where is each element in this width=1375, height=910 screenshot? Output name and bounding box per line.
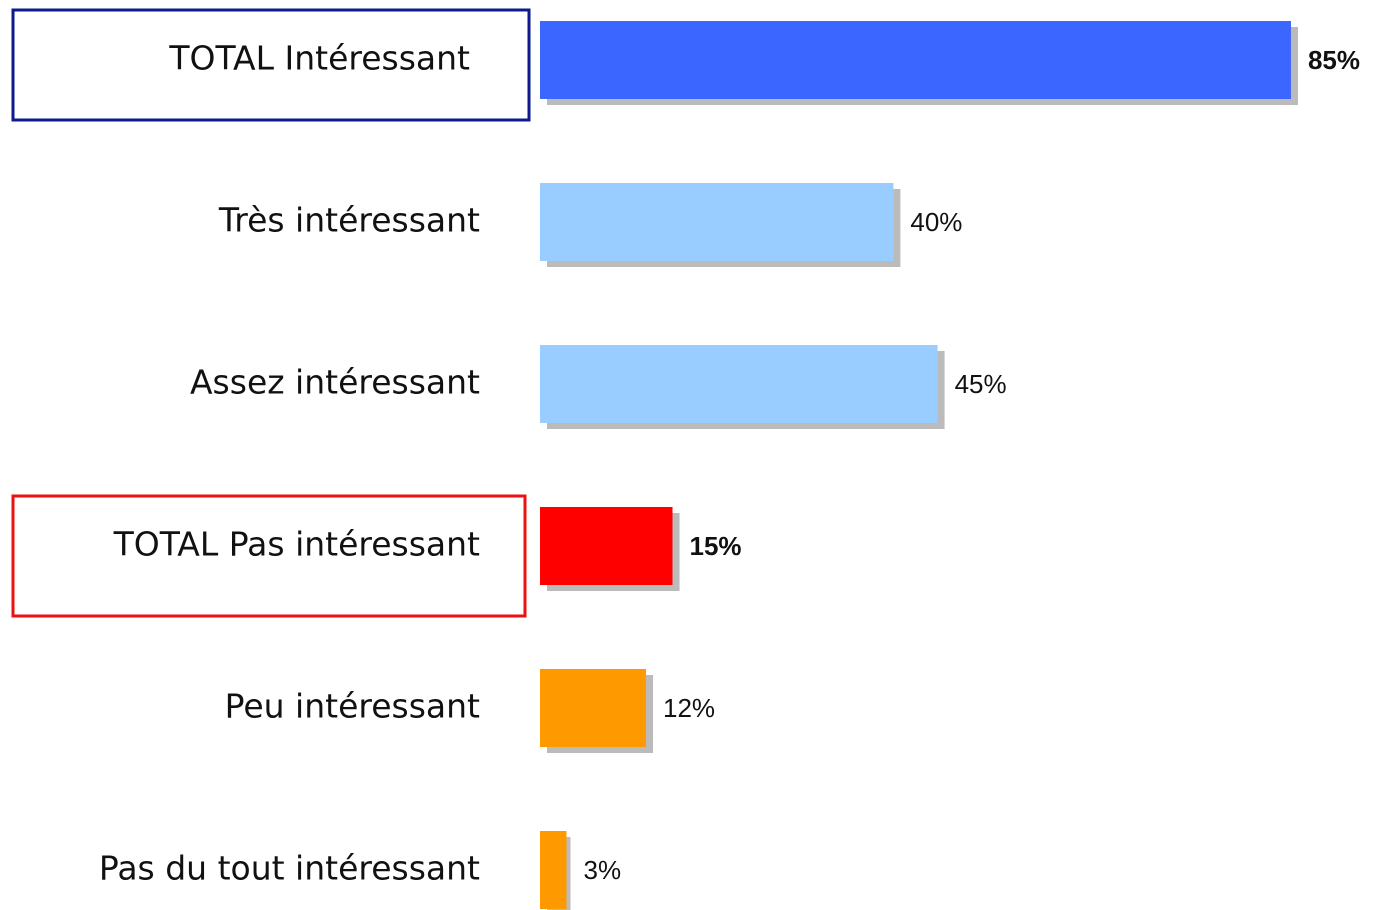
bar xyxy=(540,507,673,585)
category-label: Très intéressant xyxy=(218,201,480,240)
bar xyxy=(540,831,567,909)
bar xyxy=(540,345,938,423)
value-label: 40% xyxy=(910,207,962,237)
label-frame xyxy=(11,8,531,122)
bar xyxy=(540,183,894,261)
category-label: Pas du tout intéressant xyxy=(99,849,480,888)
bar xyxy=(540,669,647,747)
bar xyxy=(540,21,1291,99)
value-label: 3% xyxy=(584,855,622,885)
category-label: Peu intéressant xyxy=(225,687,480,726)
value-label: 15% xyxy=(690,531,742,561)
category-label: Assez intéressant xyxy=(190,363,480,402)
category-label: TOTAL Pas intéressant xyxy=(113,525,480,564)
category-label: TOTAL Intéressant xyxy=(168,39,470,78)
value-label: 12% xyxy=(663,693,715,723)
value-label: 85% xyxy=(1308,45,1360,75)
label-frame xyxy=(11,494,527,618)
value-label: 45% xyxy=(955,369,1007,399)
